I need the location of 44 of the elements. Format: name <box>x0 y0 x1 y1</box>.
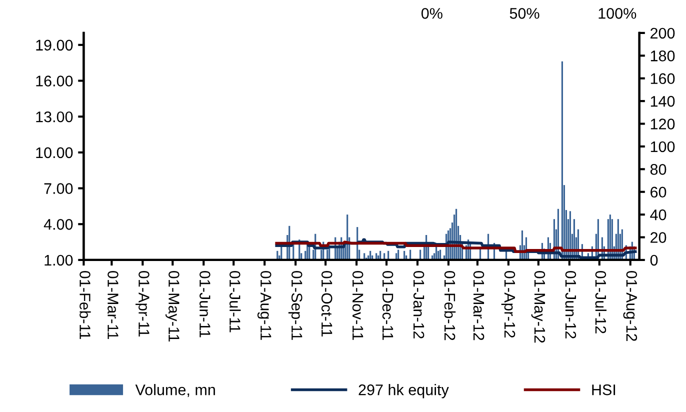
x-tick-label: 01-Aug-11 <box>257 270 272 340</box>
x-tick-label: 01-Apr-11 <box>136 270 150 336</box>
y-tick-label: 19.00 <box>36 40 73 51</box>
y-tick-label: 4.00 <box>44 218 73 230</box>
x-tick-label: 01-Sep-11 <box>288 270 302 340</box>
x-tick-label: 01-Jun-12 <box>565 270 576 338</box>
y2-tick-label: 100 <box>650 141 675 152</box>
x-tick-label: 01-Mar-11 <box>108 270 118 339</box>
y2-tick-label: 40 <box>650 209 666 220</box>
y2-tick-label: 140 <box>650 96 675 107</box>
y-tick-label: 10.00 <box>36 147 73 158</box>
x-tick-label: 01-Aug-12 <box>623 270 638 341</box>
x2-tick-label: 100% <box>598 8 636 19</box>
x-tick-label: 01-Dec-11 <box>382 270 394 340</box>
y-tick-label: 13.00 <box>36 111 73 122</box>
x-tick-label: 01-Jun-11 <box>200 270 210 338</box>
x-tick-label: 01-Apr-12 <box>501 270 516 338</box>
x-tick-label: 01-Feb-11 <box>80 270 91 340</box>
legend-label: Volume, mn <box>135 384 215 398</box>
y2-tick-label: 200 <box>650 28 675 39</box>
x-tick-label: 01-Nov-11 <box>352 270 364 340</box>
y2-tick-label: 180 <box>650 50 675 62</box>
y2-tick-label: 0 <box>650 254 658 266</box>
legend-label: 297 hk equity <box>358 384 449 398</box>
y-tick-label: 16.00 <box>36 76 73 86</box>
y-tick-label: 1.00 <box>44 254 73 266</box>
x-tick-label: 01-Jul-12 <box>595 270 606 334</box>
x2-tick-label: 0% <box>421 8 442 19</box>
x-tick-label: 01-Jan-12 <box>413 270 424 338</box>
y2-tick-label: 80 <box>650 164 666 175</box>
y2-tick-label: 120 <box>650 118 675 130</box>
x-tick-label: 01-Jul-11 <box>230 270 241 332</box>
x-tick-label: 01-May-11 <box>166 270 180 342</box>
legend-label: HSI <box>592 384 616 396</box>
y2-tick-label: 20 <box>650 232 666 243</box>
x-tick-label: 01-Feb-12 <box>444 270 456 340</box>
y2-tick-label: 160 <box>650 73 675 84</box>
y-tick-label: 7.00 <box>44 183 73 194</box>
x-tick-label: 01-Oct-11 <box>321 270 332 336</box>
y2-tick-label: 60 <box>650 186 666 198</box>
x-tick-label: 01-Mar-12 <box>473 270 484 340</box>
line-series <box>275 240 637 253</box>
x2-tick-label: 50% <box>510 8 540 19</box>
x-tick-label: 01-May-12 <box>531 270 546 343</box>
